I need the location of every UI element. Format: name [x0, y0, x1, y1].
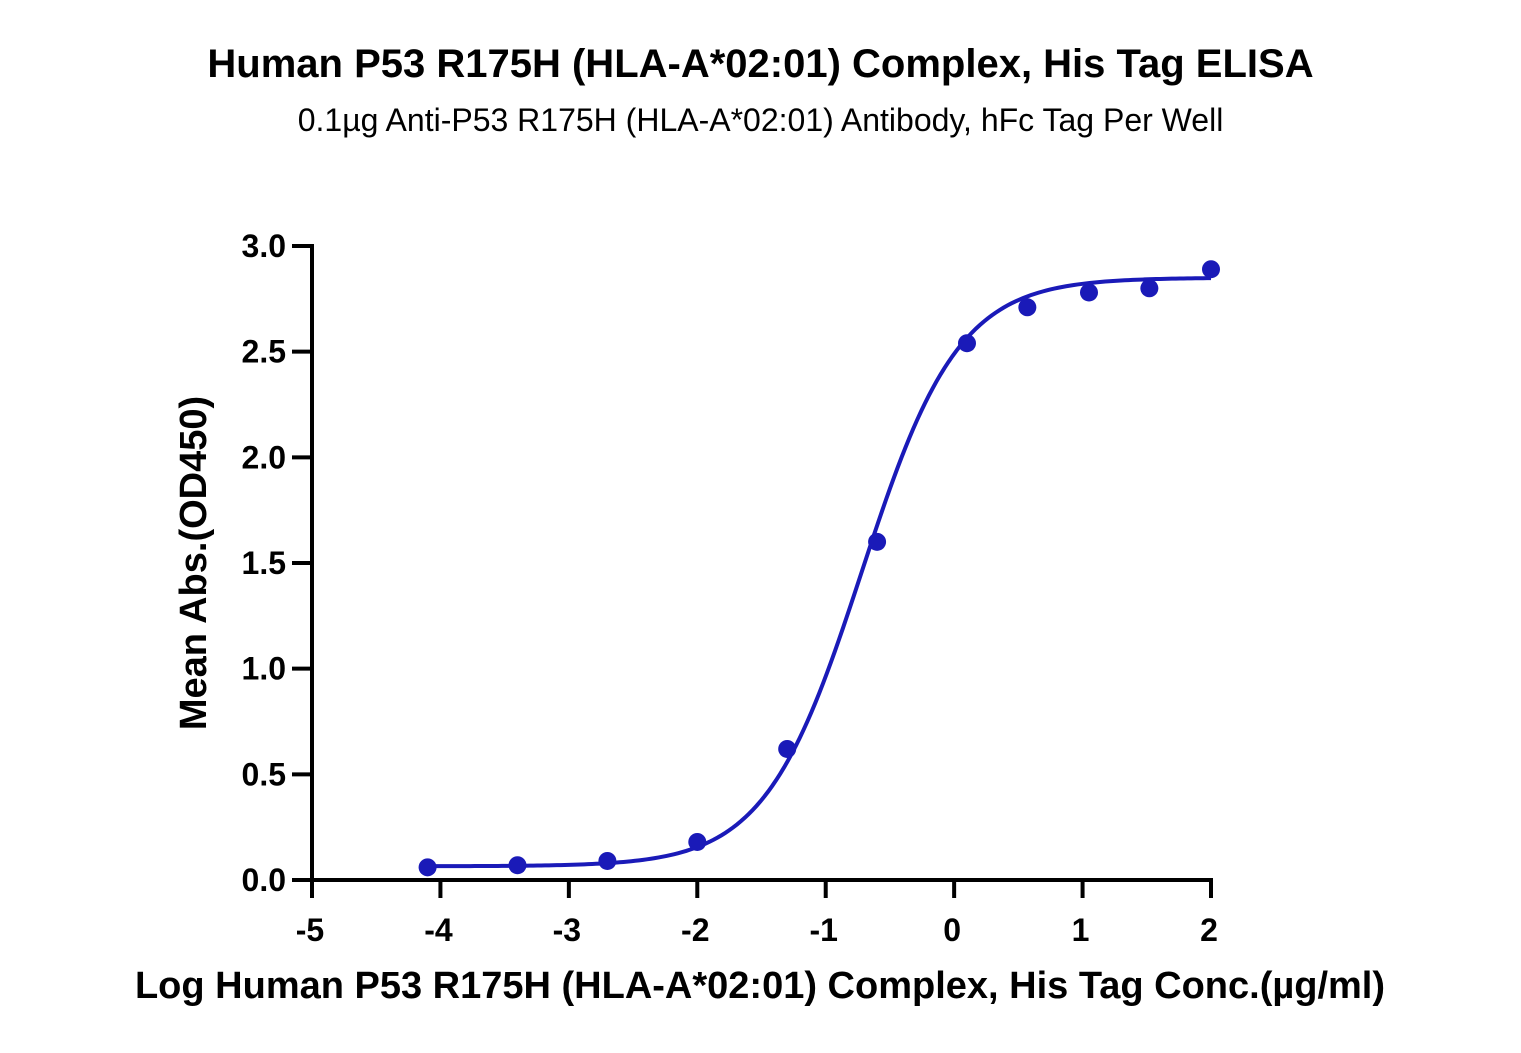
y-tick-label: 0.0 [242, 862, 286, 898]
data-point [1140, 279, 1159, 298]
fit-curve-layer [427, 276, 1212, 869]
data-point [957, 334, 976, 353]
axes: 0.0 0.5 1.0 1.5 2.0 2.5 3.0 -5 -4 -3 -2 -1 0 1 2 [242, 228, 1218, 948]
x-axis-label: Log Human P53 R175H (HLA-A*02:01) Comple… [135, 965, 1385, 1007]
x-tick-label: 1 [1072, 912, 1090, 948]
x-tick-label: -3 [553, 912, 581, 948]
x-tick-label: 2 [1200, 912, 1218, 948]
data-points-layer [418, 260, 1220, 877]
data-point [508, 856, 527, 875]
y-tick-label: 0.5 [242, 756, 286, 792]
y-axis-label: Mean Abs.(OD450) [173, 396, 215, 730]
y-tick-label: 1.5 [242, 545, 286, 581]
data-point [1079, 283, 1098, 302]
x-tick-label: -1 [809, 912, 837, 948]
data-point [688, 832, 707, 851]
x-tick-label: -4 [424, 912, 453, 948]
x-tick-label: -5 [296, 912, 324, 948]
data-point [1018, 298, 1037, 317]
y-tick-label: 2.0 [242, 439, 286, 475]
x-tick-label: -2 [681, 912, 709, 948]
data-point [868, 532, 887, 551]
data-point [418, 858, 437, 877]
y-tick-label: 2.5 [242, 334, 286, 370]
chart-title: Human P53 R175H (HLA-A*02:01) Complex, H… [207, 42, 1314, 86]
y-tick-label: 1.0 [242, 651, 286, 687]
data-point [778, 739, 797, 758]
data-point [1202, 260, 1220, 279]
data-point [598, 851, 617, 870]
fit-curve [427, 276, 1212, 869]
chart-subtitle: 0.1µg Anti-P53 R175H (HLA-A*02:01) Antib… [297, 102, 1224, 138]
y-tick-label: 3.0 [242, 228, 286, 264]
x-tick-label: 0 [943, 912, 961, 948]
